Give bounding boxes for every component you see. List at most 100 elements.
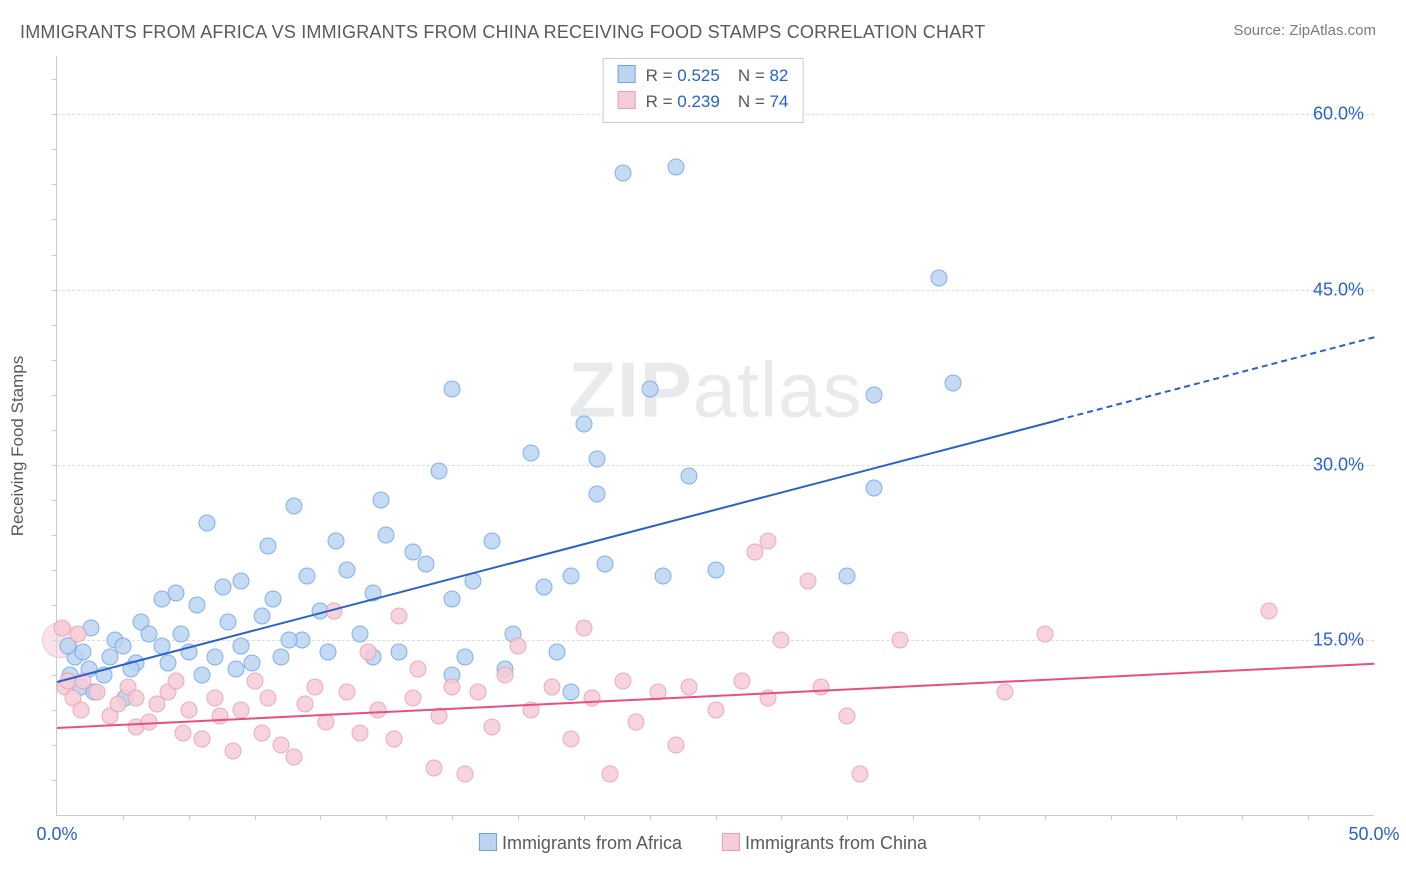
scatter-point bbox=[72, 701, 89, 718]
scatter-point bbox=[351, 725, 368, 742]
scatter-point bbox=[214, 579, 231, 596]
scatter-point bbox=[641, 380, 658, 397]
scatter-point bbox=[370, 701, 387, 718]
scatter-point bbox=[159, 655, 176, 672]
y-tick-label: 15.0% bbox=[1313, 629, 1380, 650]
x-tick-label: 50.0% bbox=[1348, 824, 1399, 845]
scatter-point bbox=[372, 491, 389, 508]
scatter-point bbox=[259, 538, 276, 555]
scatter-point bbox=[457, 766, 474, 783]
scatter-point bbox=[254, 725, 271, 742]
scatter-point bbox=[391, 643, 408, 660]
scatter-point bbox=[296, 696, 313, 713]
scatter-point bbox=[254, 608, 271, 625]
scatter-point bbox=[588, 485, 605, 502]
scatter-point bbox=[225, 742, 242, 759]
scatter-point bbox=[338, 684, 355, 701]
scatter-point bbox=[839, 567, 856, 584]
scatter-point bbox=[430, 462, 447, 479]
gridline bbox=[57, 290, 1374, 291]
scatter-point bbox=[299, 567, 316, 584]
scatter-point bbox=[391, 608, 408, 625]
scatter-point bbox=[667, 736, 684, 753]
scatter-point bbox=[193, 666, 210, 683]
scatter-point bbox=[359, 643, 376, 660]
scatter-point bbox=[264, 590, 281, 607]
scatter-point bbox=[536, 579, 553, 596]
scatter-point bbox=[188, 596, 205, 613]
scatter-point bbox=[602, 766, 619, 783]
scatter-point bbox=[596, 555, 613, 572]
scatter-point bbox=[944, 374, 961, 391]
scatter-point bbox=[523, 445, 540, 462]
scatter-point bbox=[199, 515, 216, 532]
legend-swatch bbox=[479, 833, 497, 851]
scatter-point bbox=[457, 649, 474, 666]
scatter-point bbox=[1260, 602, 1277, 619]
scatter-point bbox=[75, 643, 92, 660]
scatter-point bbox=[417, 555, 434, 572]
scatter-point bbox=[483, 532, 500, 549]
scatter-point bbox=[286, 748, 303, 765]
scatter-point bbox=[667, 158, 684, 175]
legend-row: R = 0.525N = 82 bbox=[618, 63, 789, 89]
scatter-point bbox=[812, 678, 829, 695]
scatter-point bbox=[54, 620, 71, 637]
scatter-point bbox=[496, 666, 513, 683]
scatter-point bbox=[220, 614, 237, 631]
scatter-point bbox=[444, 380, 461, 397]
scatter-point bbox=[328, 532, 345, 549]
plot-area: ZIPatlas 15.0%30.0%45.0%60.0%0.0%50.0% bbox=[56, 56, 1374, 816]
x-tick-label: 0.0% bbox=[36, 824, 77, 845]
scatter-point bbox=[128, 690, 145, 707]
scatter-point bbox=[425, 760, 442, 777]
legend-correlation: R = 0.525N = 82R = 0.239N = 74 bbox=[603, 58, 804, 123]
scatter-point bbox=[997, 684, 1014, 701]
y-tick-label: 45.0% bbox=[1313, 279, 1380, 300]
legend-series: Immigrants from Africa Immigrants from C… bbox=[479, 833, 927, 854]
scatter-point bbox=[733, 672, 750, 689]
trend-line bbox=[1058, 336, 1375, 421]
scatter-point bbox=[180, 701, 197, 718]
scatter-point bbox=[483, 719, 500, 736]
scatter-point bbox=[228, 661, 245, 678]
y-tick-label: 60.0% bbox=[1313, 104, 1380, 125]
legend-label: Immigrants from China bbox=[745, 833, 927, 853]
scatter-point bbox=[681, 678, 698, 695]
scatter-point bbox=[233, 701, 250, 718]
scatter-point bbox=[681, 468, 698, 485]
scatter-point bbox=[615, 672, 632, 689]
scatter-point bbox=[562, 731, 579, 748]
scatter-point bbox=[70, 626, 87, 643]
scatter-point bbox=[544, 678, 561, 695]
scatter-point bbox=[233, 637, 250, 654]
gridline bbox=[57, 465, 1374, 466]
scatter-point bbox=[562, 684, 579, 701]
scatter-point bbox=[88, 684, 105, 701]
legend-row: R = 0.239N = 74 bbox=[618, 89, 789, 115]
scatter-point bbox=[707, 561, 724, 578]
scatter-point bbox=[628, 713, 645, 730]
scatter-point bbox=[760, 532, 777, 549]
scatter-point bbox=[509, 637, 526, 654]
scatter-point bbox=[1036, 626, 1053, 643]
scatter-point bbox=[615, 164, 632, 181]
watermark: ZIPatlas bbox=[568, 344, 862, 435]
scatter-point bbox=[799, 573, 816, 590]
scatter-point bbox=[175, 725, 192, 742]
scatter-point bbox=[575, 415, 592, 432]
scatter-point bbox=[852, 766, 869, 783]
scatter-point bbox=[207, 690, 224, 707]
scatter-point bbox=[259, 690, 276, 707]
scatter-point bbox=[386, 731, 403, 748]
scatter-point bbox=[562, 567, 579, 584]
scatter-point bbox=[470, 684, 487, 701]
scatter-point bbox=[575, 620, 592, 637]
gridline bbox=[57, 640, 1374, 641]
scatter-point bbox=[207, 649, 224, 666]
scatter-point bbox=[378, 526, 395, 543]
scatter-point bbox=[409, 661, 426, 678]
scatter-point bbox=[865, 480, 882, 497]
scatter-point bbox=[654, 567, 671, 584]
scatter-point bbox=[931, 269, 948, 286]
